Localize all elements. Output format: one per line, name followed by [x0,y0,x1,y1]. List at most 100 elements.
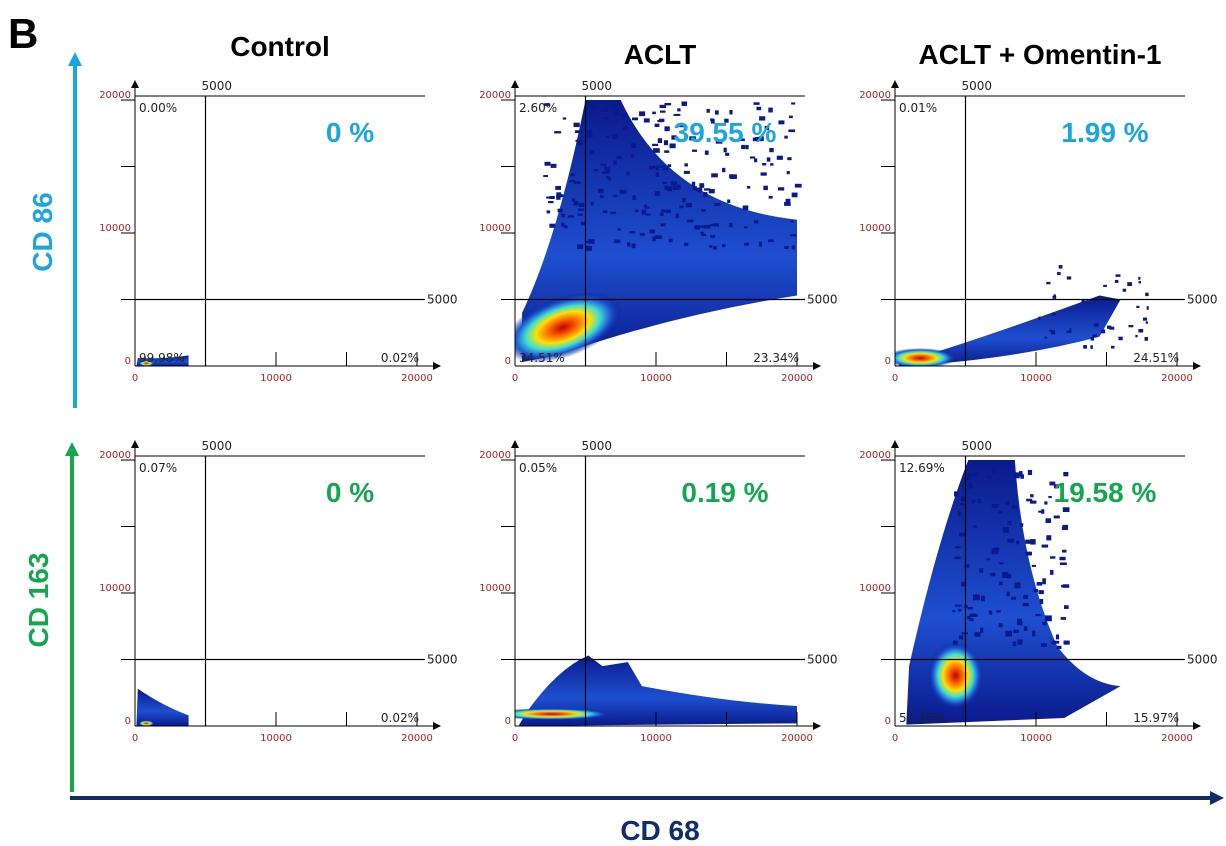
y-tick-label: 0 [505,356,511,367]
density-cloud [136,688,189,726]
gate-label-right: 5000 [807,293,838,307]
event-dot [1016,618,1022,622]
density-peak [515,708,612,721]
density-peak [138,360,155,366]
event-dot [1049,481,1056,486]
density-region [136,688,189,726]
quadrant-ul-label: 0.05% [519,461,557,475]
event-dot [667,164,672,167]
density-cloud [515,100,802,363]
event-dot [968,482,972,487]
event-dot [709,245,713,248]
event-dot [655,172,660,177]
event-dot [791,102,796,105]
flow-plot-1: 0 10000 20000 0 10000 20000 5000 5000 2.60% 34.51… [479,79,837,384]
highlight-percentage: 0.19 % [681,477,768,508]
event-dot [764,125,770,131]
y-tick-label: 20000 [859,90,891,101]
event-dot [1007,520,1012,525]
event-dot [549,223,556,228]
event-dot [1115,274,1121,277]
event-dot [586,102,592,105]
density-cloud [136,355,189,366]
event-dot [955,546,961,549]
event-dot [715,140,723,144]
event-dot [766,157,771,162]
event-dot [1101,329,1106,334]
event-dot [790,234,797,237]
event-dot [710,118,714,121]
event-dot [790,220,795,223]
event-dot [952,610,956,613]
event-dot [961,581,965,587]
y-tick-label: 20000 [99,450,131,461]
event-dot [1103,284,1107,287]
event-dot [668,238,673,243]
quadrant-ul-label: 0.00% [139,101,177,115]
event-dot [992,548,999,554]
event-dot [794,183,802,188]
event-dot [721,167,726,173]
x-tick-label: 10000 [260,733,292,744]
event-dot [960,496,966,502]
event-dot [1050,556,1056,559]
event-dot [1027,469,1033,476]
highlight-percentage: 0 % [326,117,374,148]
x-tick-label: 0 [892,373,898,384]
event-dot [573,122,580,128]
event-dot [703,224,711,229]
event-dot [1060,617,1066,620]
event-dot [634,209,639,213]
event-dot [1013,472,1020,479]
event-dot [1029,500,1037,504]
event-dot [1054,640,1060,644]
event-dot [1045,615,1052,622]
event-dot [543,175,549,178]
event-dot [683,170,690,174]
event-dot [1144,336,1149,341]
event-dot [661,209,668,213]
y-tick-label: 0 [885,716,891,727]
event-dot [754,158,758,163]
event-dot [657,119,663,123]
event-dot [645,213,651,216]
event-dot [1040,643,1047,647]
event-dot [1025,539,1032,544]
event-dot [1052,295,1057,299]
y-tick-label: 10000 [859,223,891,234]
event-dot [684,163,688,167]
event-dot [746,186,751,189]
event-dot [786,171,790,175]
event-dot [692,186,697,191]
x-tick-label: 20000 [401,373,433,384]
highlight-percentage: 39.55 % [674,117,777,148]
density-cloud [515,655,797,726]
event-dot [964,605,968,609]
event-dot [706,108,710,113]
event-dot [667,186,673,192]
event-dot [739,138,745,141]
event-dot [675,213,679,219]
event-dot [1053,484,1060,489]
event-dot [1093,323,1099,327]
event-dot [1038,510,1043,513]
event-dot [649,229,655,234]
y-axis-arrow [131,440,139,448]
x-tick-label: 20000 [781,373,813,384]
event-dot [1038,316,1041,320]
event-dot [613,194,618,198]
event-dot [611,134,619,140]
event-dot [1011,596,1017,600]
event-dot [788,129,796,133]
event-dot [788,115,793,119]
event-dot [604,169,611,173]
event-dot [1062,549,1067,553]
x-tick-label: 0 [132,373,138,384]
event-dot [555,185,562,190]
y-tick-label: 10000 [859,583,891,594]
event-dot [967,606,973,610]
event-dot [972,525,977,528]
event-dot [587,238,595,244]
event-dot [562,117,567,120]
event-dot [662,181,667,185]
